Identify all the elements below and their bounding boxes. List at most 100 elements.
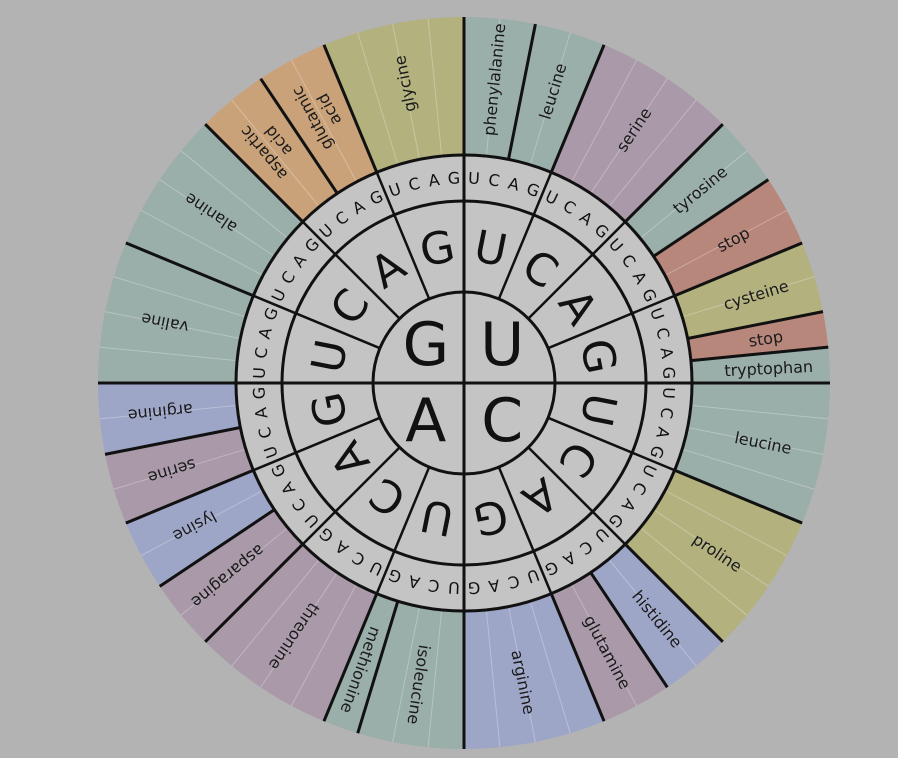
third-base-letter: A <box>255 326 276 341</box>
amino-boundary <box>507 23 537 160</box>
codon-subline <box>357 32 399 165</box>
codon-subline <box>571 583 637 707</box>
amino-boundary <box>624 543 724 643</box>
codon-subline <box>140 490 264 556</box>
third-base-letter: G <box>467 578 480 598</box>
third-base-letter: C <box>487 170 501 190</box>
third-base-letter: A <box>652 425 673 440</box>
amino-sector-glutamine <box>551 572 668 722</box>
amino-sector-stop <box>687 311 829 361</box>
second-base-divider <box>375 171 431 300</box>
amino-boundary <box>204 543 304 643</box>
third-base-letter: G <box>260 305 282 323</box>
amino-boundary <box>690 345 829 363</box>
third-base-letter: A <box>487 576 501 596</box>
amino-sector-aspartic-acid <box>205 78 338 222</box>
second-base-divider <box>301 446 401 546</box>
codon-subline <box>291 583 357 707</box>
codon-subline <box>140 210 264 276</box>
codon-subline <box>682 276 815 318</box>
codon-subline <box>653 509 769 587</box>
divider-lines <box>98 17 830 749</box>
third-base-letter: G <box>524 179 542 201</box>
second-base-divider <box>497 171 553 300</box>
codon-subline <box>485 609 501 748</box>
third-base-letter: A <box>407 571 422 592</box>
codon-subline <box>664 210 788 276</box>
codon-subline <box>529 601 571 734</box>
codon-subline <box>571 59 637 183</box>
amino-boundary <box>652 178 770 258</box>
second-base-divider <box>547 294 676 350</box>
third-base-letter: A <box>657 346 677 360</box>
amino-acid-sectors <box>98 17 830 749</box>
codon-subline <box>159 179 275 257</box>
codon-subline <box>291 59 357 183</box>
amino-sector-isoleucine <box>357 601 464 749</box>
first-base-letter: U <box>480 310 524 380</box>
codon-subline <box>231 558 320 667</box>
amino-boundary <box>125 468 254 525</box>
codon-subline <box>485 18 501 157</box>
amino-sector-leucine <box>508 24 605 173</box>
amino-sector-glutamic-acid <box>260 44 377 194</box>
amino-boundary <box>322 593 379 722</box>
amino-boundary <box>104 426 241 456</box>
amino-sector-histidine <box>590 544 723 688</box>
codon-subline <box>104 311 241 340</box>
first-base-letter: A <box>405 386 446 456</box>
third-base-letter: C <box>406 174 421 195</box>
amino-sector-glycine <box>323 17 464 173</box>
amino-sector-asparagine <box>159 509 303 642</box>
codon-subline <box>99 404 238 420</box>
codon-subline <box>639 150 748 239</box>
codon-subline <box>180 150 289 239</box>
amino-boundary <box>158 508 276 588</box>
codon-subline <box>99 346 238 362</box>
amino-sector-serine <box>551 44 723 222</box>
second-base-divider <box>252 416 381 472</box>
amino-sector-threonine <box>205 544 377 722</box>
second-base-divider <box>547 416 676 472</box>
codon-subline <box>682 448 815 490</box>
first-base-letter: G <box>403 310 450 380</box>
third-base-letter: A <box>251 406 271 420</box>
third-base-letter: C <box>427 576 441 596</box>
amino-boundary <box>204 123 304 223</box>
third-base-letter: G <box>659 366 679 379</box>
third-base-letter: G <box>447 168 460 188</box>
codon-subline <box>231 99 320 208</box>
amino-sector-arginine <box>98 383 241 455</box>
amino-acid-label: stop <box>747 326 784 350</box>
codon-subline <box>529 32 571 165</box>
amino-boundary <box>687 310 824 340</box>
amino-boundary <box>674 241 803 298</box>
codon-subline <box>180 527 289 616</box>
third-base-letter: C <box>251 346 271 360</box>
codon-subline <box>507 606 536 743</box>
third-base-letter: C <box>506 571 521 592</box>
amino-sector-stop <box>653 179 803 296</box>
third-base-letter: C <box>657 406 677 420</box>
amino-sector-methionine <box>323 593 398 734</box>
amino-boundary <box>624 123 724 223</box>
amino-sector-tyrosine <box>625 124 769 257</box>
amino-acid-label: tryptophan <box>724 356 814 379</box>
amino-boundary <box>589 571 669 689</box>
codon-subline <box>392 23 421 160</box>
codon-subline <box>687 426 824 455</box>
second-base-divider <box>252 294 381 350</box>
codon-subline <box>590 78 668 194</box>
amino-boundary <box>259 77 339 195</box>
codon-subline <box>664 490 788 556</box>
amino-sector-lysine <box>125 470 275 587</box>
amino-boundary <box>125 241 254 298</box>
codon-subline <box>260 572 338 688</box>
third-base-letter: U <box>448 578 461 598</box>
first-base-letter: C <box>481 386 523 456</box>
second-base-divider <box>497 466 553 595</box>
third-base-letter: A <box>427 170 441 190</box>
second-base-divider <box>527 446 627 546</box>
amino-sector-leucine <box>674 383 830 524</box>
